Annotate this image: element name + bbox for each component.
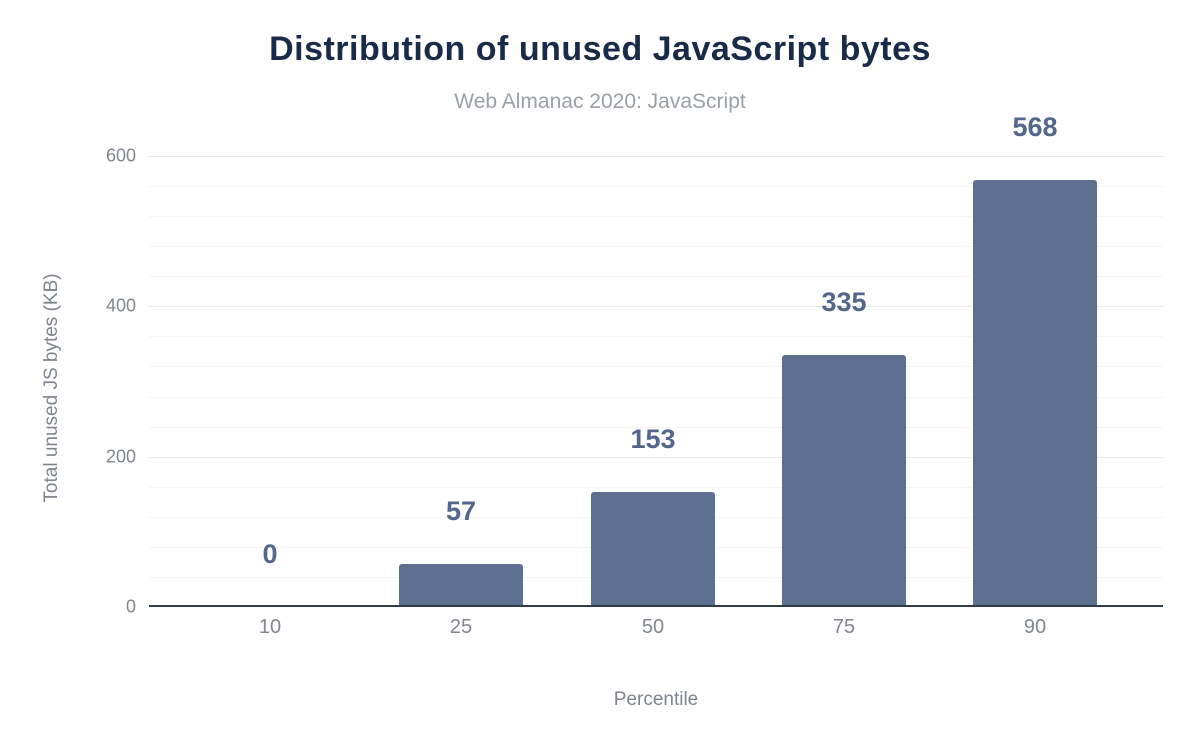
bar[interactable]	[973, 180, 1097, 607]
x-tick-label: 10	[258, 616, 282, 638]
x-axis-line	[149, 605, 1163, 607]
gridline-major	[149, 156, 1163, 157]
gridline-major	[149, 457, 1163, 458]
y-tick-label: 0	[125, 596, 136, 617]
x-tick-label: 75	[832, 616, 856, 638]
x-tick-label: 90	[1023, 616, 1047, 638]
gridline-minor	[149, 487, 1163, 488]
gridline-minor	[149, 336, 1163, 337]
gridline-minor	[149, 276, 1163, 277]
y-tick-label: 600	[105, 145, 136, 166]
gridline-minor	[149, 427, 1163, 428]
bar-value-label: 568	[1012, 112, 1058, 142]
x-tick-label: 50	[641, 616, 665, 638]
y-tick-label: 200	[105, 446, 136, 467]
bar[interactable]	[399, 564, 523, 607]
y-tick-label: 400	[105, 295, 136, 316]
chart-subtitle: Web Almanac 2020: JavaScript	[454, 90, 746, 113]
bar-value-label: 153	[630, 424, 676, 454]
chart-title: Distribution of unused JavaScript bytes	[269, 30, 931, 68]
bar-value-label: 0	[262, 539, 278, 569]
x-axis-title: Percentile	[613, 689, 699, 710]
gridline-minor	[149, 186, 1163, 187]
bar[interactable]	[782, 355, 906, 607]
gridline-minor	[149, 397, 1163, 398]
gridline-minor	[149, 246, 1163, 247]
gridline-major	[149, 306, 1163, 307]
bar-value-label: 57	[445, 496, 477, 526]
bar-value-label: 335	[821, 287, 867, 317]
bar[interactable]	[591, 492, 715, 607]
gridline-minor	[149, 366, 1163, 367]
gridline-minor	[149, 216, 1163, 217]
x-tick-label: 25	[449, 616, 473, 638]
